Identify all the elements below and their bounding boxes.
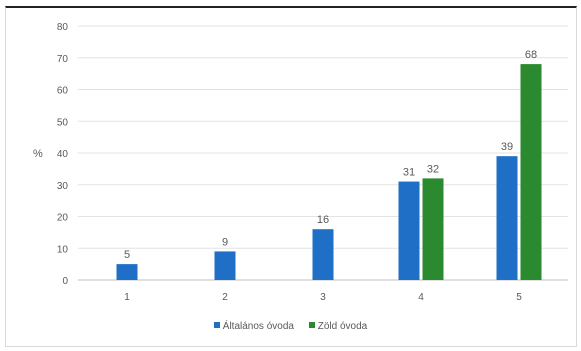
y-tick-label: 0 <box>62 276 68 287</box>
y-axis-title: % <box>33 148 43 160</box>
data-label: 68 <box>525 49 537 61</box>
bar-series-1-cat-2 <box>214 251 236 280</box>
x-axis-ticks: 1 2 3 4 5 <box>124 292 522 303</box>
y-tick-label: 50 <box>57 117 69 128</box>
y-tick-label: 10 <box>57 244 69 255</box>
x-tick-label: 1 <box>124 292 130 303</box>
bar-series-1-cat-4 <box>398 181 420 280</box>
y-tick-label: 60 <box>57 86 69 97</box>
x-tick-label: 2 <box>222 292 228 303</box>
y-tick-label: 70 <box>57 54 69 65</box>
bar-series-1-cat-3 <box>312 229 334 280</box>
y-tick-label: 20 <box>57 213 69 224</box>
data-label: 16 <box>317 214 329 226</box>
bar-series-1-cat-1 <box>116 264 138 280</box>
data-label: 39 <box>501 141 513 153</box>
legend-label-series-2: Zöld óvoda <box>317 321 368 332</box>
data-label: 31 <box>403 167 415 179</box>
legend-item-series-2: Zöld óvoda <box>308 321 368 332</box>
chart-frame <box>5 6 577 347</box>
bar-series-2-cat-4 <box>422 178 444 280</box>
y-axis-ticks: 0 10 20 30 40 50 60 70 80 <box>57 22 69 287</box>
y-tick-label: 30 <box>57 181 69 192</box>
legend-swatch-series-2 <box>308 322 315 328</box>
bar-series-2-cat-5 <box>520 64 542 280</box>
gridlines <box>78 25 568 281</box>
y-tick-label: 40 <box>57 149 69 160</box>
x-tick-label: 4 <box>418 292 424 303</box>
legend-item-series-1: Általános óvoda <box>213 321 294 332</box>
data-label: 9 <box>222 236 228 248</box>
legend-swatch-series-1 <box>213 322 220 328</box>
y-tick-label: 80 <box>57 22 69 33</box>
data-label: 5 <box>124 249 130 261</box>
legend-label-series-1: Általános óvoda <box>222 321 294 332</box>
x-tick-label: 3 <box>320 292 326 303</box>
bars: 5 9 16 31 32 39 68 <box>116 49 542 280</box>
legend: Általános óvoda Zöld óvoda <box>0 321 581 332</box>
data-label: 32 <box>427 163 439 175</box>
x-tick-label: 5 <box>516 292 522 303</box>
bar-series-1-cat-5 <box>496 156 518 280</box>
